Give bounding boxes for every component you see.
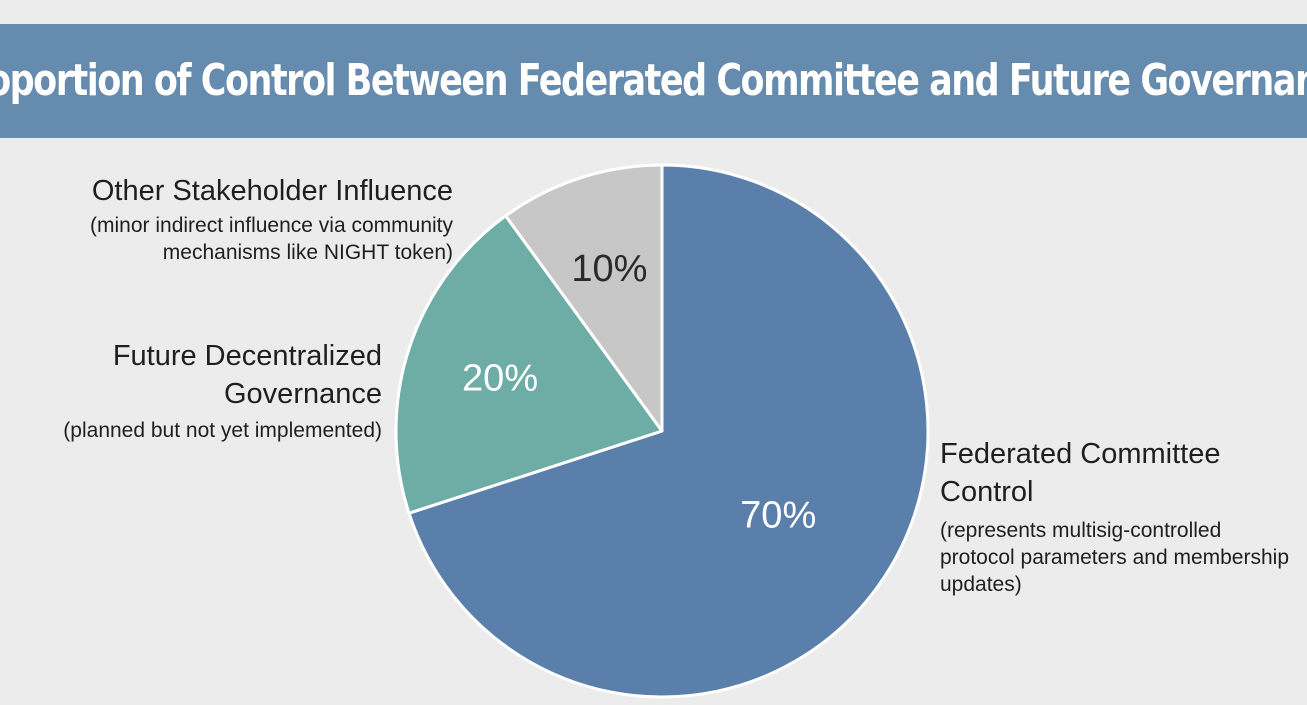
slice-value-label-3: 10% [571,248,647,290]
pie-slice-3 [504,163,664,433]
slice-name-federated: Federated Committee Control [940,438,1221,508]
legend-label-federated-committee: Federated Committee Control (represents … [940,435,1300,598]
slice-note-federated: (represents multisig-controlled protocol… [940,519,1290,596]
slice-note-future: (planned but not yet implemented) [63,419,382,442]
pie-slice-2 [394,214,664,515]
chart-title: Proportion of Control Between Federated … [0,56,1307,106]
legend-label-future-governance: Future Decentralized Governance (planned… [2,337,382,444]
slice-name-future: Future Decentralized Governance [112,340,382,410]
slice-name-other: Other Stakeholder Influence [91,175,453,207]
slice-note-other: (minor indirect influence via community … [90,214,453,264]
slice-value-label-2: 20% [462,357,538,399]
pie-slice-1 [407,163,930,699]
slice-value-label-1: 70% [740,494,816,536]
legend-label-other-stakeholder: Other Stakeholder Influence (minor indir… [0,172,453,266]
title-banner: Proportion of Control Between Federated … [0,24,1307,138]
